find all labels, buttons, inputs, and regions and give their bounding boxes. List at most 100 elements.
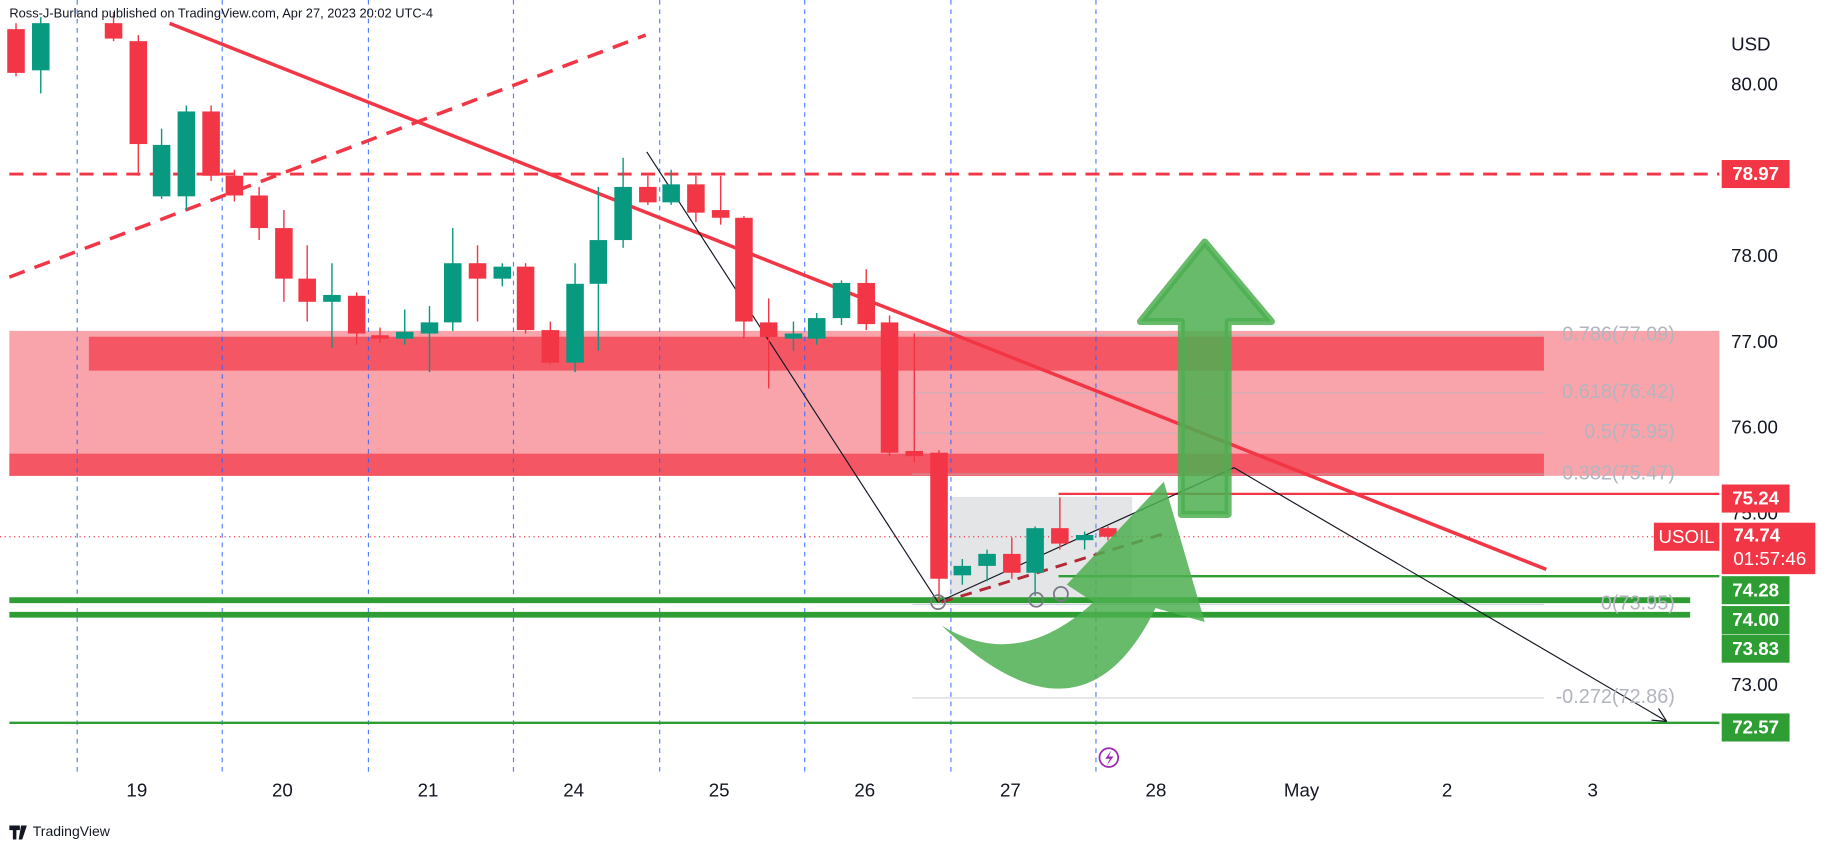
candle-body [444,263,462,323]
x-tick-label: 26 [854,779,875,800]
candle-body [880,322,899,453]
candles-layer [7,12,1117,602]
price-tag-label: 73.83 [1732,638,1779,659]
candle-body [1051,528,1069,544]
candle-body [493,266,512,279]
pivot-markers [930,586,1069,611]
candle-body [129,41,148,145]
candle-body [31,23,50,71]
countdown-label: 01:57:46 [1733,548,1806,569]
candle-body [1099,528,1117,537]
event-icon [1098,747,1120,768]
fib-label: -0.272(72.86) [1556,686,1675,708]
candle-body [589,240,608,284]
fib-label: 0.618(76.42) [1562,381,1675,403]
candle-body [1075,535,1094,541]
up-arrow [1136,238,1275,518]
candle-body [614,186,632,241]
candle-body [104,23,123,39]
candle-body [832,282,851,319]
x-tick-label: 25 [709,779,730,800]
candle-body [759,322,778,337]
tv-logo [9,825,27,840]
levels-layer [0,172,1720,724]
candle-body [639,186,657,203]
x-tick-label: 24 [563,779,584,800]
candle-body [516,266,535,331]
candle-body [807,318,826,339]
projection-leg [1233,467,1668,722]
fib-leg [646,151,939,603]
arrowhead [1651,708,1668,722]
y-tick-label: 73.00 [1731,674,1778,695]
candle-body [347,295,366,334]
price-tag [1721,160,1790,189]
price-tag-label: 74.28 [1732,579,1779,600]
fib-label: 0.382(75.47) [1562,462,1675,484]
candle-body [1003,553,1021,573]
candle-body [7,29,25,73]
candle-body [298,278,316,302]
session-separators [76,0,1097,772]
candle-body [420,322,439,334]
candle-body [323,294,341,302]
candle-body [371,335,389,339]
currency-label: USD [1731,34,1771,55]
x-tick-label: 3 [1588,779,1598,800]
candle-body [735,217,753,322]
candle-body [687,184,705,213]
y-tick-label: 80.00 [1731,74,1778,95]
price-tag-label: 72.57 [1732,717,1779,738]
price-tag-label: 74.00 [1732,609,1779,630]
price-tag [1721,606,1790,635]
candle-body [202,111,220,176]
candle-body [1026,528,1044,573]
price-tag [1721,713,1790,742]
x-tick-label: 28 [1146,779,1167,800]
publisher-header: Ross-J-Burland published on TradingView.… [9,5,433,20]
candle-body [177,111,196,197]
price-tag-label: 75.24 [1732,488,1779,509]
price-tag [1721,576,1790,605]
x-tick-label: 21 [418,779,439,800]
last-price-label: 74.74 [1733,525,1780,546]
candle-body [468,263,487,279]
symbol-tag [1653,522,1720,551]
candle-body [275,228,293,279]
price-tag-label: 78.97 [1732,163,1779,184]
x-tick-label: 2 [1442,779,1452,800]
price-tag [1721,484,1790,513]
fib-label: 0.786(77.09) [1562,323,1675,345]
curved-arrow [941,481,1205,689]
candle-body [395,331,414,339]
fib-label: 0(73.95) [1601,593,1675,615]
y-tick-label: 77.00 [1731,331,1778,352]
symbol-tag-label: USOIL [1659,526,1715,547]
candle-body [953,565,972,576]
fib-label: 0.5(75.95) [1584,421,1675,443]
last-price-tag [1721,522,1816,575]
candle-body [566,283,584,363]
y-tick-label: 78.00 [1731,245,1778,266]
resistance-band [9,453,1544,476]
x-tick-label: 20 [272,779,293,800]
x-tick-label: 19 [126,779,147,800]
footer-brand: TradingView [33,823,111,839]
candle-body [784,333,803,339]
price-tag [1721,634,1790,663]
candle-body [857,282,876,325]
up-trendline [8,33,647,279]
candle-body [711,210,730,218]
candle-body [225,175,244,196]
event-icon-bolt [1105,750,1114,766]
candle-body [250,195,268,229]
candle-body [930,452,948,579]
y-tick-label: 76.00 [1731,417,1778,438]
x-tick-label: May [1284,779,1320,800]
candle-body [152,144,171,197]
x-tick-label: 27 [1000,779,1021,800]
candle-body [978,553,996,566]
